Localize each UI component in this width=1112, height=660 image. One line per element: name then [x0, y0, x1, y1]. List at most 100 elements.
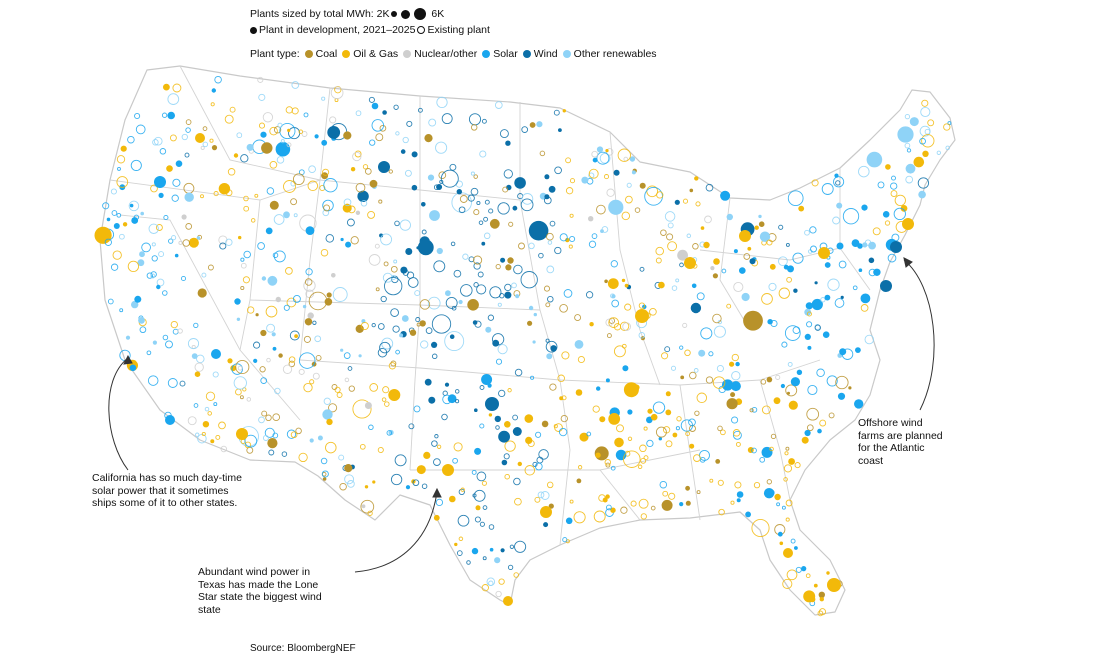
- plant-circle: [623, 450, 641, 468]
- plant-circle: [441, 413, 448, 421]
- plant-circle: [275, 141, 291, 157]
- plant-circle: [786, 569, 798, 581]
- plant-circle: [861, 204, 868, 211]
- plant-circle: [675, 278, 680, 283]
- plant-circle: [593, 510, 606, 523]
- plant-circle: [885, 164, 891, 170]
- plant-circle: [500, 257, 506, 263]
- plant-circle: [485, 326, 492, 333]
- plant-circle: [201, 272, 207, 278]
- plant-circle: [690, 302, 702, 314]
- plant-circle: [814, 281, 818, 285]
- plant-circle: [253, 358, 258, 363]
- plant-circle: [289, 330, 300, 341]
- plant-circle: [732, 430, 742, 440]
- plant-circle: [457, 514, 470, 527]
- plant-circle: [544, 174, 550, 180]
- plant-circle: [479, 385, 485, 390]
- plant-circle: [278, 353, 283, 358]
- plant-circle: [868, 241, 876, 250]
- plant-circle: [419, 320, 426, 327]
- plant-circle: [236, 132, 243, 139]
- plant-circle: [130, 159, 142, 171]
- plant-circle: [785, 242, 790, 247]
- plant-circle: [811, 298, 823, 311]
- plant-circle: [588, 168, 599, 179]
- annotation-arrows: [108, 257, 935, 573]
- plant-circle: [677, 249, 688, 261]
- plant-circle: [507, 257, 514, 264]
- plant-circle: [591, 233, 598, 239]
- plant-circle: [656, 191, 664, 199]
- plant-circle: [515, 294, 520, 299]
- plant-circle: [129, 364, 137, 372]
- plant-circle: [664, 346, 671, 353]
- plant-circle: [689, 443, 695, 449]
- plant-circle: [574, 314, 582, 322]
- plant-circle: [184, 152, 190, 158]
- plant-circle: [140, 211, 144, 216]
- plant-circle: [210, 102, 215, 107]
- plant-circle: [458, 206, 466, 214]
- plant-circle: [710, 266, 715, 271]
- plant-circle: [286, 142, 292, 148]
- plant-circle: [514, 177, 526, 189]
- plant-circle: [547, 240, 553, 245]
- plant-circle: [665, 409, 672, 416]
- plant-circle: [532, 340, 536, 344]
- plant-circle: [415, 317, 421, 323]
- plant-circle: [509, 544, 515, 549]
- plant-circle: [631, 170, 636, 175]
- plant-circle: [371, 322, 376, 328]
- plant-circle: [604, 459, 612, 466]
- plant-circle: [421, 483, 428, 489]
- plant-circle: [268, 449, 275, 456]
- plant-circle: [647, 408, 653, 414]
- plant-circle: [546, 232, 554, 241]
- plant-circle: [388, 362, 397, 370]
- plant-circle: [893, 207, 906, 221]
- plant-circle: [459, 195, 468, 203]
- plant-circle: [777, 531, 783, 537]
- plant-circle: [382, 386, 390, 394]
- plant-circle: [721, 268, 727, 274]
- plant-circle: [520, 271, 538, 289]
- plant-circle: [175, 160, 183, 167]
- plant-circle: [715, 459, 721, 464]
- plant-circle: [178, 240, 183, 245]
- plant-circle: [281, 451, 288, 457]
- plant-circle: [127, 260, 140, 273]
- plant-circle: [835, 375, 849, 390]
- plant-circle: [864, 334, 875, 345]
- plant-circle: [822, 331, 830, 339]
- plant-circle: [546, 353, 553, 360]
- plant-circle: [152, 340, 157, 345]
- plant-circle: [487, 314, 495, 321]
- plant-circle: [344, 474, 355, 485]
- plant-circle: [637, 464, 643, 470]
- plant-circle: [261, 142, 273, 154]
- plant-circle: [347, 366, 353, 371]
- plant-circle: [512, 205, 518, 211]
- plant-circle: [521, 193, 534, 205]
- plant-circle: [603, 174, 610, 180]
- plant-circle: [390, 308, 399, 317]
- plant-circle: [784, 325, 801, 341]
- plant-circle: [322, 477, 327, 481]
- plant-circle: [290, 431, 298, 439]
- plant-circle: [512, 427, 522, 436]
- plant-circle: [621, 343, 627, 349]
- size-dot-medium: [401, 9, 411, 19]
- plant-circle-large: [485, 397, 499, 411]
- plant-circle: [406, 120, 413, 127]
- plant-circle: [528, 220, 549, 241]
- plant-circle: [766, 479, 772, 485]
- plant-circle: [388, 169, 393, 174]
- plant-circle: [805, 302, 813, 310]
- plant-circle: [535, 431, 542, 438]
- plant-circle: [731, 371, 741, 381]
- plant-circle: [119, 233, 125, 240]
- plant-circle: [650, 505, 656, 511]
- plant-circle: [433, 184, 440, 191]
- plant-circle: [312, 320, 317, 325]
